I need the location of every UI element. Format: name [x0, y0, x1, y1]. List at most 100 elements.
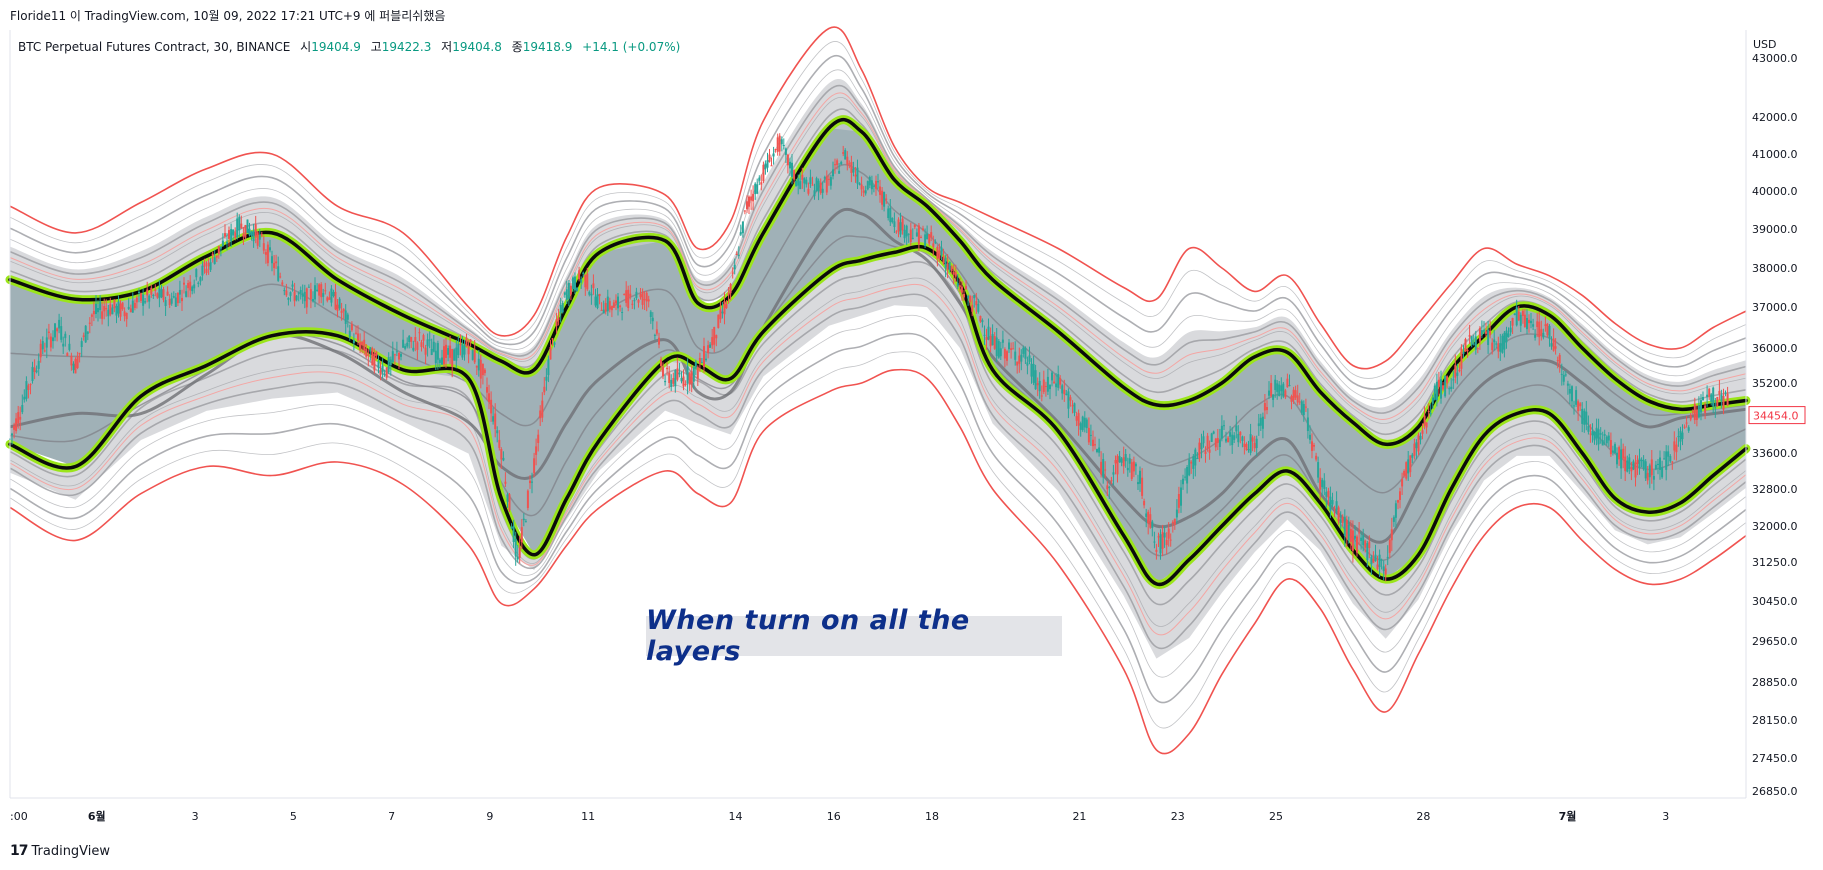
candle-body: [1071, 405, 1074, 407]
candle-body: [391, 351, 394, 363]
candle-body: [154, 289, 157, 291]
candle-body: [696, 366, 699, 379]
candle-body: [1317, 462, 1320, 478]
candle-body: [1198, 442, 1201, 459]
candle-body: [664, 381, 667, 383]
candle-body: [86, 331, 89, 334]
candle-body: [119, 303, 122, 317]
candle-body: [502, 457, 505, 461]
x-tick-label: 11: [581, 810, 595, 823]
candle-body: [938, 250, 941, 259]
candle-body: [297, 293, 300, 295]
candle-body: [1386, 556, 1389, 558]
candle-body: [1454, 365, 1457, 378]
band-fill: [10, 119, 1746, 584]
candle-body: [717, 314, 720, 328]
candle-body: [709, 344, 712, 348]
candle-body: [80, 341, 83, 347]
candle-body: [422, 335, 425, 341]
candle-body: [823, 177, 826, 179]
candle-body: [639, 294, 642, 298]
candle-body: [477, 358, 480, 371]
candle-body: [1437, 379, 1440, 388]
candle-body: [1433, 385, 1436, 400]
candle-body: [811, 184, 814, 186]
candle-body: [66, 353, 69, 356]
candle-body: [1356, 536, 1358, 553]
candle-body: [1282, 383, 1285, 397]
x-tick-label: 28: [1416, 810, 1430, 823]
candle-body: [164, 300, 167, 306]
candle-body: [1556, 360, 1559, 362]
candle-body: [563, 292, 566, 295]
candle-body: [950, 266, 953, 272]
candle-body: [1077, 413, 1080, 426]
candle-body: [1069, 397, 1072, 401]
candle-body: [680, 378, 683, 382]
candle-body: [1566, 383, 1569, 386]
candle-body: [936, 247, 939, 259]
candle-body: [572, 277, 574, 289]
candle-body: [1491, 342, 1494, 351]
tradingview-brand[interactable]: 17 TradingView: [10, 843, 110, 859]
candle-body: [418, 332, 421, 334]
candle-body: [1382, 566, 1385, 571]
candle-body: [387, 357, 390, 373]
candle-body: [981, 320, 984, 323]
lower-layer-line: [9, 314, 1747, 678]
candle-body: [967, 295, 970, 299]
candle-body: [400, 354, 402, 357]
candle-body: [338, 298, 341, 309]
symbol-name[interactable]: BTC Perpetual Futures Contract, 30, BINA…: [18, 40, 291, 54]
candle-body: [629, 293, 632, 297]
candle-body: [750, 196, 753, 201]
candle-body: [557, 318, 560, 320]
candle-body: [375, 351, 378, 356]
symbol-legend[interactable]: BTC Perpetual Futures Contract, 30, BINA…: [18, 38, 680, 55]
candle-body: [1622, 448, 1625, 459]
candle-body: [1417, 434, 1420, 452]
x-tick-label: 7: [388, 810, 395, 823]
candle-body: [1114, 460, 1117, 464]
candle-body: [694, 361, 697, 369]
candle-body: [13, 425, 16, 430]
candle-body: [469, 339, 472, 342]
candle-body: [31, 366, 34, 381]
candle-body: [1376, 564, 1379, 570]
candle-body: [1003, 349, 1006, 359]
candle-body: [242, 234, 245, 237]
candle-body: [1708, 388, 1711, 397]
candle-body: [363, 339, 366, 351]
candle-body: [1012, 348, 1015, 350]
candle-body: [715, 335, 718, 339]
candle-body: [1210, 433, 1213, 442]
candle-body: [567, 283, 570, 299]
candle-body: [258, 234, 261, 240]
candle-body: [187, 283, 190, 289]
candle-body: [170, 298, 173, 304]
candle-body: [510, 526, 513, 529]
candle-body: [459, 343, 462, 346]
candle-body: [1683, 426, 1686, 428]
candle-body: [117, 301, 120, 314]
candle-body: [913, 225, 916, 228]
candle-body: [1347, 524, 1350, 541]
candle-body: [447, 348, 450, 355]
candle-body: [1571, 386, 1573, 402]
publish-caption: Floride11 이 TradingView.com, 10월 09, 202…: [10, 9, 446, 23]
candle-body: [332, 291, 335, 297]
candle-body: [1006, 351, 1008, 361]
candle-body: [559, 304, 562, 313]
candle-body: [1448, 388, 1451, 390]
candle-body: [952, 271, 955, 275]
candle-body: [346, 314, 349, 320]
candle-body: [1552, 338, 1555, 351]
candle-body: [1702, 397, 1704, 400]
candle-body: [246, 219, 249, 233]
candle-body: [82, 335, 85, 337]
candle-body: [1016, 361, 1019, 366]
candle-body: [1055, 383, 1058, 388]
candle-body: [56, 328, 59, 332]
candle-body: [1630, 467, 1633, 472]
